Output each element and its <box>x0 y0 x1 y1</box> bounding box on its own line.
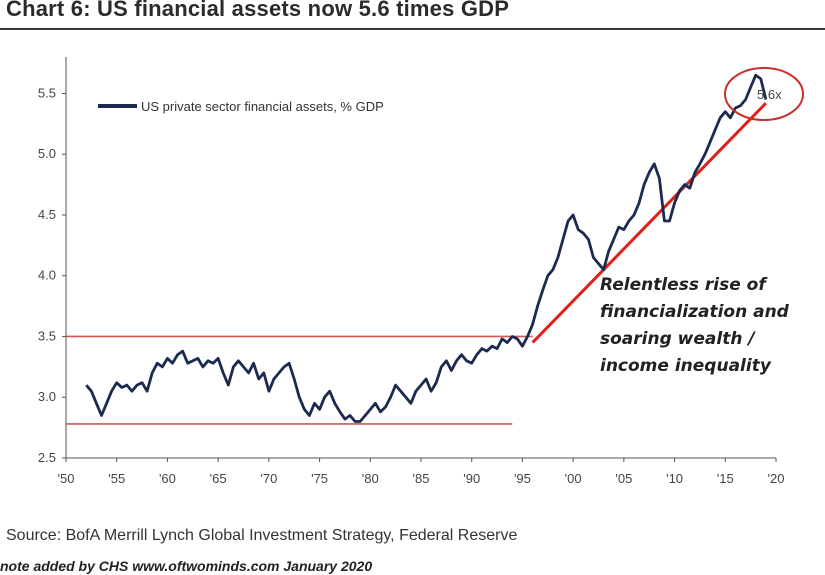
series-layer <box>85 73 768 423</box>
x-tick-label: '70 <box>260 471 277 486</box>
annotation-line: soaring wealth / <box>600 329 755 349</box>
annotation-line: financialization and <box>600 302 789 322</box>
x-tick-label: '00 <box>565 471 582 486</box>
x-tick-label: '80 <box>362 471 379 486</box>
series-line <box>85 73 768 423</box>
callout-ellipse <box>724 67 804 121</box>
callout-label: 5.6x <box>757 87 782 102</box>
y-tick-label: 3.5 <box>38 328 56 343</box>
y-tick-label: 3.0 <box>38 389 56 404</box>
y-tick-label: 5.5 <box>38 85 56 100</box>
annotation-text: Relentless rise of financialization and … <box>600 272 815 380</box>
x-tick-label: '85 <box>413 471 430 486</box>
trend-line <box>531 102 767 344</box>
reference-lines <box>66 102 767 425</box>
line-chart: 2.5 3.0 3.5 4.0 4.5 5.0 5.5 '50 '55 '60 '65 '70 '75 '… <box>38 57 804 486</box>
y-tick-label: 4.0 <box>38 268 56 283</box>
chart-axes: 2.5 3.0 3.5 4.0 4.5 5.0 5.5 '50 '55 '60 '65 '70 '75 '… <box>38 57 785 486</box>
annotation-line: income inequality <box>600 356 771 376</box>
x-tick-label: '75 <box>311 471 328 486</box>
x-tick-label: '55 <box>108 471 125 486</box>
y-tick-label: 2.5 <box>38 450 56 465</box>
callout-badge: 5.6x <box>724 67 804 121</box>
note-text: note added by CHS www.oftwominds.com Jan… <box>0 558 373 574</box>
x-tick-label: '60 <box>159 471 176 486</box>
x-tick-label: '65 <box>210 471 227 486</box>
x-tick-label: '05 <box>615 471 632 486</box>
x-tick-label: '20 <box>768 471 785 486</box>
x-tick-label: '10 <box>666 471 683 486</box>
title-rule <box>0 28 825 30</box>
x-tick-label: '15 <box>717 471 734 486</box>
y-tick-label: 5.0 <box>38 146 56 161</box>
x-tick-label: '90 <box>463 471 480 486</box>
x-tick-label: '50 <box>58 471 75 486</box>
x-tick-label: '95 <box>514 471 531 486</box>
annotation-line: Relentless rise of <box>600 275 766 295</box>
chart-legend: US private sector financial assets, % GD… <box>98 99 384 114</box>
chart-title: Chart 6: US financial assets now 5.6 tim… <box>6 0 510 21</box>
y-tick-label: 4.5 <box>38 207 56 222</box>
source-text: Source: BofA Merrill Lynch Global Invest… <box>6 527 518 544</box>
legend-label: US private sector financial assets, % GD… <box>141 99 384 114</box>
